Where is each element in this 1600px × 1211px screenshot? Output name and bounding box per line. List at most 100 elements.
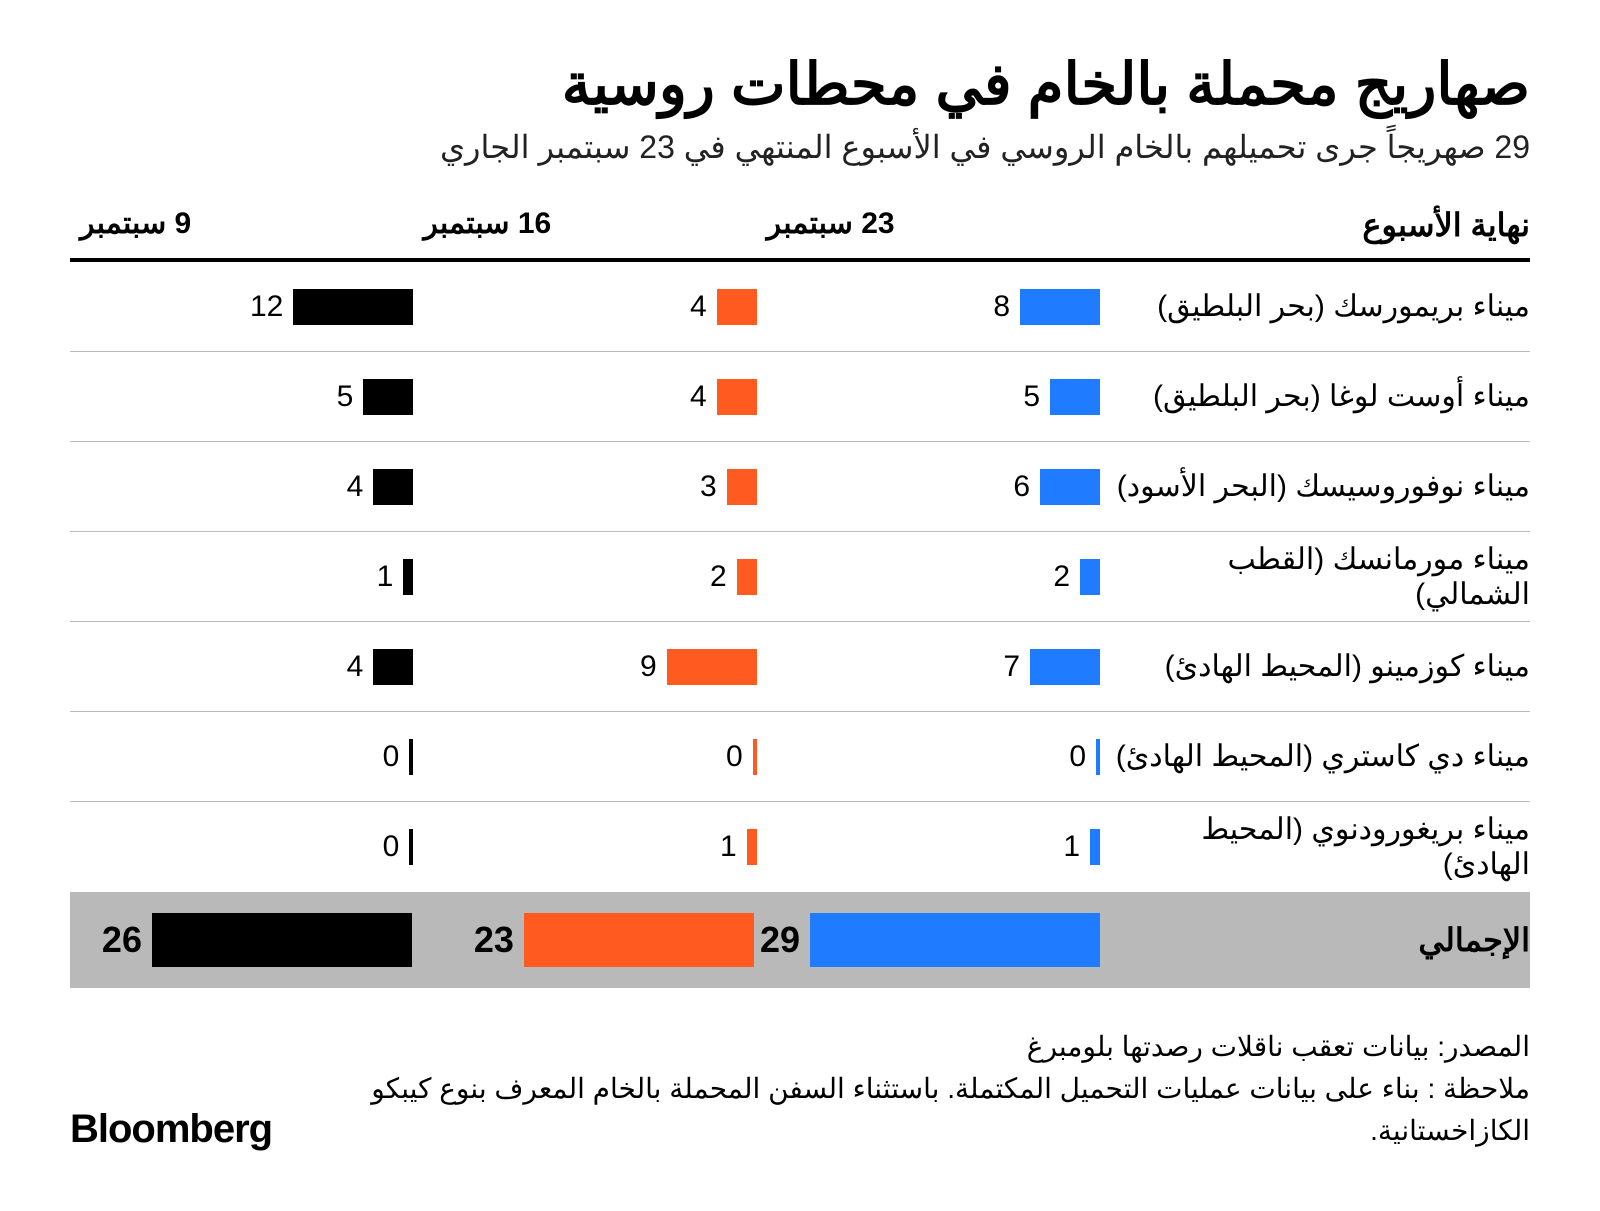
- total-cells: 292326: [70, 892, 1100, 988]
- cell: 9: [413, 622, 756, 711]
- cell: 2: [413, 532, 756, 621]
- cell: 8: [757, 262, 1100, 351]
- bar: [152, 913, 412, 967]
- note-text: ملاحظة : بناء على بيانات عمليات التحميل …: [272, 1068, 1530, 1152]
- row-label: ميناء كوزمينو (المحيط الهادئ): [1100, 649, 1530, 684]
- row-label: ميناء نوفوروسيسك (البحر الأسود): [1100, 469, 1530, 504]
- bar: [403, 559, 413, 595]
- source-text: المصدر: بيانات تعقب ناقلات رصدتها بلومبر…: [272, 1026, 1530, 1068]
- header-columns: 23 سبتمبر16 سبتمبر9 سبتمبر: [70, 206, 1100, 244]
- bar: [717, 379, 757, 415]
- chart-title: صهاريج محملة بالخام في محطات روسية: [70, 50, 1530, 118]
- cell: 7: [757, 622, 1100, 711]
- cell: 6: [757, 442, 1100, 531]
- bar: [409, 739, 413, 775]
- value-label: 8: [993, 290, 1010, 324]
- row-label: ميناء مورمانسك (القطب الشمالي): [1100, 542, 1530, 612]
- value-label: 1: [1063, 830, 1080, 864]
- cell: 3: [413, 442, 756, 531]
- bar: [363, 379, 413, 415]
- cell: 1: [757, 802, 1100, 892]
- bar: [409, 829, 413, 865]
- cell: 4: [413, 262, 756, 351]
- row-label: ميناء بريغورودنوي (المحيط الهادئ): [1100, 812, 1530, 882]
- bar: [737, 559, 757, 595]
- value-label: 5: [337, 380, 354, 414]
- value-label: 12: [250, 290, 283, 324]
- cell: 5: [757, 352, 1100, 441]
- cell: 0: [70, 712, 413, 801]
- data-row: ميناء بريغورودنوي (المحيط الهادئ) 1 1 0: [70, 802, 1530, 892]
- cell: 26: [70, 892, 412, 988]
- header-row: نهاية الأسبوع 23 سبتمبر16 سبتمبر9 سبتمبر: [70, 206, 1530, 262]
- bar: [1040, 469, 1100, 505]
- data-row: ميناء مورمانسك (القطب الشمالي) 2 2 1: [70, 532, 1530, 622]
- bar: [1090, 829, 1100, 865]
- value-label: 1: [720, 830, 737, 864]
- bar: [667, 649, 757, 685]
- brand-logo: Bloomberg: [70, 1107, 272, 1152]
- value-label: 4: [690, 380, 707, 414]
- value-label: 26: [102, 919, 142, 961]
- value-label: 4: [690, 290, 707, 324]
- value-label: 0: [383, 830, 400, 864]
- header-col-2: 9 سبتمبر: [70, 206, 413, 244]
- data-row: ميناء أوست لوغا (بحر البلطيق) 5 4 5: [70, 352, 1530, 442]
- cell: 5: [70, 352, 413, 441]
- bar: [1030, 649, 1100, 685]
- row-label: ميناء بريمورسك (بحر البلطيق): [1100, 289, 1530, 324]
- value-label: 0: [383, 740, 400, 774]
- bar: [747, 829, 757, 865]
- row-cells: 6 3 4: [70, 442, 1100, 531]
- value-label: 0: [1069, 740, 1086, 774]
- cell: 23: [412, 892, 754, 988]
- value-label: 2: [710, 560, 727, 594]
- header-label: نهاية الأسبوع: [1100, 206, 1530, 244]
- bar: [1080, 559, 1100, 595]
- header-col-0: 23 سبتمبر: [757, 206, 1100, 244]
- value-label: 23: [474, 919, 514, 961]
- row-label: ميناء دي كاستري (المحيط الهادئ): [1100, 739, 1530, 774]
- chart-subtitle: 29 صهريجاً جرى تحميلهم بالخام الروسي في …: [70, 128, 1530, 166]
- bar: [373, 469, 413, 505]
- row-cells: 8 4 12: [70, 262, 1100, 351]
- value-label: 0: [726, 740, 743, 774]
- cell: 0: [413, 712, 756, 801]
- cell: 4: [70, 442, 413, 531]
- cell: 0: [70, 802, 413, 892]
- cell: 4: [413, 352, 756, 441]
- bar: [293, 289, 413, 325]
- row-cells: 2 2 1: [70, 532, 1100, 621]
- bar: [810, 913, 1100, 967]
- row-cells: 1 1 0: [70, 802, 1100, 892]
- cell: 2: [757, 532, 1100, 621]
- value-label: 5: [1023, 380, 1040, 414]
- value-label: 4: [347, 650, 364, 684]
- value-label: 6: [1013, 470, 1030, 504]
- chart-area: نهاية الأسبوع 23 سبتمبر16 سبتمبر9 سبتمبر…: [70, 206, 1530, 988]
- total-label: الإجمالي: [1100, 921, 1530, 959]
- data-row: ميناء كوزمينو (المحيط الهادئ) 7 9 4: [70, 622, 1530, 712]
- cell: 12: [70, 262, 413, 351]
- bar: [717, 289, 757, 325]
- data-rows: ميناء بريمورسك (بحر البلطيق)8412ميناء أو…: [70, 262, 1530, 892]
- row-cells: 5 4 5: [70, 352, 1100, 441]
- data-row: ميناء نوفوروسيسك (البحر الأسود) 6 3 4: [70, 442, 1530, 532]
- row-label: ميناء أوست لوغا (بحر البلطيق): [1100, 379, 1530, 414]
- footer-text: المصدر: بيانات تعقب ناقلات رصدتها بلومبر…: [272, 1026, 1530, 1152]
- bar: [1020, 289, 1100, 325]
- value-label: 1: [377, 560, 394, 594]
- total-row: الإجمالي 292326: [70, 892, 1530, 988]
- bar: [373, 649, 413, 685]
- row-cells: 7 9 4: [70, 622, 1100, 711]
- value-label: 7: [1003, 650, 1020, 684]
- bar: [1096, 739, 1100, 775]
- bar: [753, 739, 757, 775]
- value-label: 2: [1053, 560, 1070, 594]
- cell: 1: [70, 532, 413, 621]
- value-label: 4: [347, 470, 364, 504]
- value-label: 9: [640, 650, 657, 684]
- bar: [524, 913, 754, 967]
- bar: [1050, 379, 1100, 415]
- bar: [727, 469, 757, 505]
